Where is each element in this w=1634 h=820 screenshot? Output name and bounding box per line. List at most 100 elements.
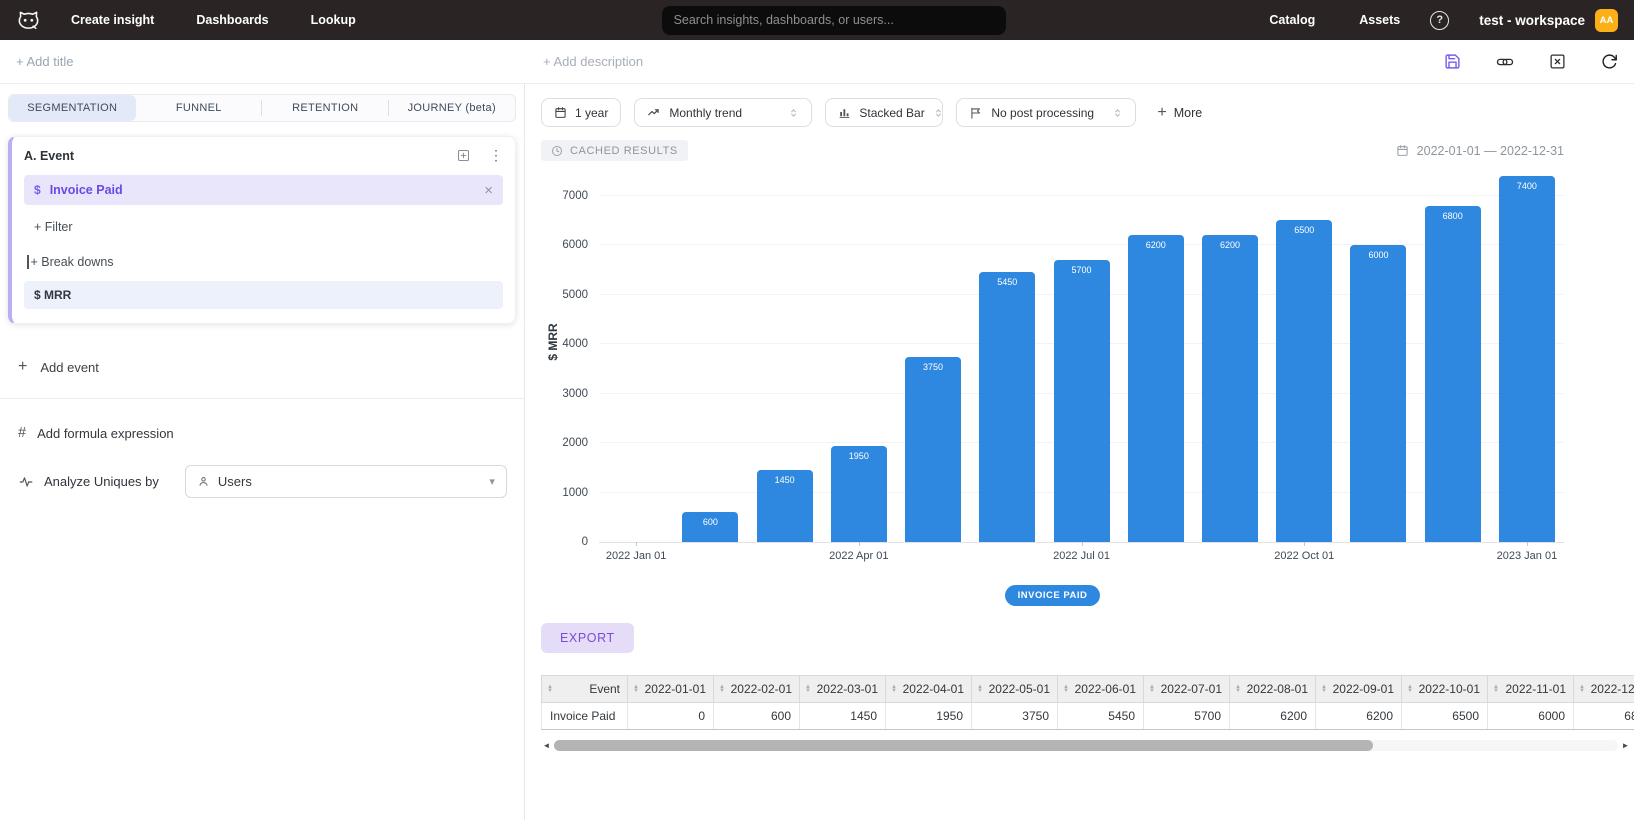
workspace-name[interactable]: test - workspace: [1479, 12, 1586, 28]
nav-dashboards[interactable]: Dashboards: [196, 13, 269, 27]
nav-create-insight[interactable]: Create insight: [71, 13, 155, 27]
table-row: Invoice Paid 0 600 1450 1950 3750 5450 5700 6200…: [541, 702, 1634, 730]
breakdown-branch-icon: [27, 255, 29, 269]
export-button[interactable]: EXPORT: [541, 623, 634, 653]
add-event-button[interactable]: + Add event: [18, 358, 524, 376]
calendar-icon: [554, 106, 567, 119]
event-menu-button[interactable]: ⋮: [489, 147, 503, 164]
x-axis-label: 2022 Jul 01: [1044, 542, 1118, 565]
table-horizontal-scrollbar[interactable]: ◄ ►: [541, 739, 1634, 752]
table-header-cell[interactable]: ▲ ▼ Event: [541, 675, 628, 703]
bar[interactable]: 7400: [1498, 175, 1555, 542]
x-axis-label: 2023 Jan 01: [1490, 542, 1564, 565]
link-icon: [1496, 53, 1514, 71]
table-header-label: 2022-03-01: [816, 682, 878, 696]
selected-event-row[interactable]: $ Invoice Paid ×: [24, 175, 503, 205]
legend-item-invoice-paid[interactable]: INVOICE PAID: [1004, 585, 1101, 606]
remove-event-icon[interactable]: ×: [484, 181, 493, 199]
bar[interactable]: 6800: [1424, 205, 1481, 542]
table-header-cell[interactable]: ▲ ▼ 2022-05-01: [971, 675, 1058, 703]
date-range-display[interactable]: 2022-01-01 — 2022-12-31: [1396, 144, 1564, 158]
bar-slot: 3750: [896, 171, 970, 542]
tab-journey[interactable]: JOURNEY (beta): [407, 102, 496, 114]
nav-lookup[interactable]: Lookup: [310, 13, 356, 27]
avatar[interactable]: AA: [1595, 8, 1619, 32]
analyze-uniques-select[interactable]: Users ▾: [184, 465, 507, 498]
calendar-icon: [1396, 144, 1409, 157]
add-breakdown-button[interactable]: + Break downs: [27, 255, 503, 269]
scroll-left-icon[interactable]: ◄: [542, 741, 551, 750]
global-search-input[interactable]: [661, 5, 1006, 35]
table-header-cell[interactable]: ▲▼ 2022-12-01: [1573, 675, 1634, 703]
more-options-button[interactable]: + More: [1157, 104, 1202, 122]
query-builder-panel: SEGMENTATION FUNNEL RETENTION JOURNEY (b…: [0, 84, 525, 820]
bar-value-label: 6200: [1219, 240, 1240, 251]
chart-legend: INVOICE PAID: [541, 585, 1634, 606]
person-icon: [197, 475, 210, 488]
breakdown-value-row[interactable]: $ MRR: [24, 281, 503, 309]
table-header-cell[interactable]: ▲ ▼ 2022-04-01: [885, 675, 972, 703]
plus-icon: +: [1157, 103, 1167, 121]
analyze-uniques-row: Analyze Uniques by Users ▾: [18, 465, 524, 498]
help-icon[interactable]: ?: [1430, 10, 1450, 30]
scrollbar-thumb[interactable]: [554, 740, 1374, 751]
bar[interactable]: 6500: [1276, 220, 1333, 542]
scroll-right-icon[interactable]: ►: [1621, 741, 1630, 750]
table-header-cell[interactable]: ▲ ▼ 2022-06-01: [1057, 675, 1144, 703]
scrollbar-track[interactable]: [554, 740, 1618, 751]
top-navigation-bar: Create insight Dashboards Lookup Catalog…: [0, 0, 1634, 40]
table-header-cell[interactable]: ▲ ▼ 2022-08-01: [1229, 675, 1316, 703]
bar[interactable]: 6200: [1201, 235, 1258, 542]
table-cell: 6000: [1487, 702, 1574, 730]
bar[interactable]: 3750: [905, 356, 962, 542]
table-header-label: 2022-08-01: [1246, 682, 1308, 696]
sort-icon: ▲ ▼: [1235, 683, 1241, 694]
bar[interactable]: 6000: [1350, 245, 1407, 542]
refresh-button[interactable]: [1601, 53, 1618, 70]
post-processing-select[interactable]: No post processing: [956, 98, 1137, 127]
table-header-cell[interactable]: ▲ ▼ 2022-01-01: [627, 675, 714, 703]
bar[interactable]: 1950: [830, 445, 887, 542]
kebab-icon: ⋮: [489, 147, 503, 163]
y-axis-tick: 4000: [562, 338, 588, 351]
time-range-button[interactable]: 1 year: [541, 98, 622, 127]
app-logo-cat-icon[interactable]: [16, 8, 41, 33]
results-table: ▲ ▼ Event ▲ ▼ 2022-01-01 ▲ ▼ 2022-02-01 ▲ ▼ 2022-03…: [541, 675, 1634, 730]
bar[interactable]: 6200: [1127, 235, 1184, 542]
copy-link-button[interactable]: [1496, 53, 1514, 71]
x-axis-label: [1193, 545, 1267, 565]
add-title-button[interactable]: + Add title: [16, 54, 74, 69]
add-formula-button[interactable]: # Add formula expression: [18, 425, 524, 441]
table-header-cell[interactable]: ▲ ▼ 2022-10-01: [1401, 675, 1488, 703]
bar[interactable]: 1450: [756, 470, 813, 542]
plus-square-icon: [456, 148, 471, 163]
table-header-cell[interactable]: ▲ ▼ 2022-07-01: [1143, 675, 1230, 703]
add-filter-button[interactable]: + Filter: [34, 220, 73, 234]
table-header-label: 2022-06-01: [1074, 682, 1136, 696]
close-insight-button[interactable]: [1549, 53, 1566, 70]
tab-retention[interactable]: RETENTION: [262, 95, 389, 121]
main-content: SEGMENTATION FUNNEL RETENTION JOURNEY (b…: [0, 84, 1634, 820]
table-header-cell[interactable]: ▲ ▼ 2022-03-01: [799, 675, 886, 703]
analyze-uniques-label: Analyze Uniques by: [44, 474, 159, 489]
trend-select[interactable]: Monthly trend: [634, 98, 813, 127]
save-button[interactable]: [1444, 53, 1461, 70]
chart-type-select[interactable]: Stacked Bar: [825, 98, 944, 127]
chart-plot: $ MRR 0 1000 2000 3000 4000 5000 6000 7000 600 14…: [546, 171, 1564, 548]
add-description-button[interactable]: + Add description: [543, 54, 644, 69]
y-axis-tick: 0: [581, 536, 588, 548]
table-header-cell[interactable]: ▲ ▼ 2022-11-01: [1487, 675, 1574, 703]
tab-funnel[interactable]: FUNNEL: [136, 95, 263, 121]
nav-assets[interactable]: Assets: [1359, 13, 1401, 27]
table-header-cell[interactable]: ▲ ▼ 2022-02-01: [713, 675, 800, 703]
tab-segmentation[interactable]: SEGMENTATION: [9, 95, 136, 121]
bar[interactable]: 5450: [979, 272, 1036, 542]
bar[interactable]: 600: [682, 512, 739, 542]
table-header-cell[interactable]: ▲ ▼ 2022-09-01: [1315, 675, 1402, 703]
bar[interactable]: 5700: [1053, 260, 1110, 542]
add-event-label: Add event: [40, 359, 99, 375]
hash-icon: #: [18, 425, 27, 441]
table-header-label: 2022-04-01: [902, 682, 964, 696]
nav-catalog[interactable]: Catalog: [1269, 13, 1316, 27]
duplicate-event-button[interactable]: [456, 148, 471, 163]
